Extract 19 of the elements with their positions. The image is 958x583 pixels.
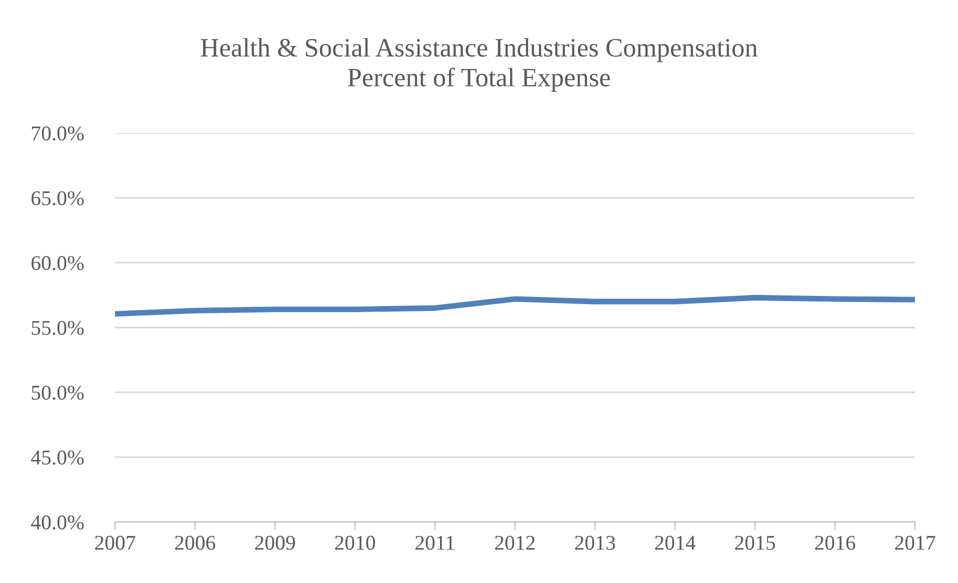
y-tick-label: 50.0%	[32, 386, 84, 400]
y-tick-label: 70.0%	[32, 126, 84, 141]
x-tick-label: 2009	[255, 536, 295, 550]
y-tick-label: 55.0%	[32, 320, 84, 336]
y-tick-label: 45.0%	[31, 450, 84, 465]
x-tick-label: 2011	[415, 536, 454, 550]
x-tick-label: 2017	[895, 536, 936, 550]
y-tick-label: 40.0%	[31, 515, 84, 530]
chart-title: Health & Social Assistance Industries Compensation Percent of Total Expense	[200, 38, 758, 92]
x-tick-label: 2010	[335, 536, 376, 550]
x-tick-label: 2012	[495, 536, 535, 550]
x-tick-label: 2016	[815, 536, 856, 550]
x-tick-label: 2007	[95, 536, 136, 550]
x-tick-label: 2015	[735, 536, 776, 550]
x-tick-label: 2013	[575, 536, 616, 550]
x-tick-label: 2014	[655, 536, 696, 550]
y-tick-label: 65.0%	[32, 191, 84, 206]
y-tick-label: 60.0%	[32, 256, 84, 270]
x-tick-label: 2006	[175, 536, 216, 550]
